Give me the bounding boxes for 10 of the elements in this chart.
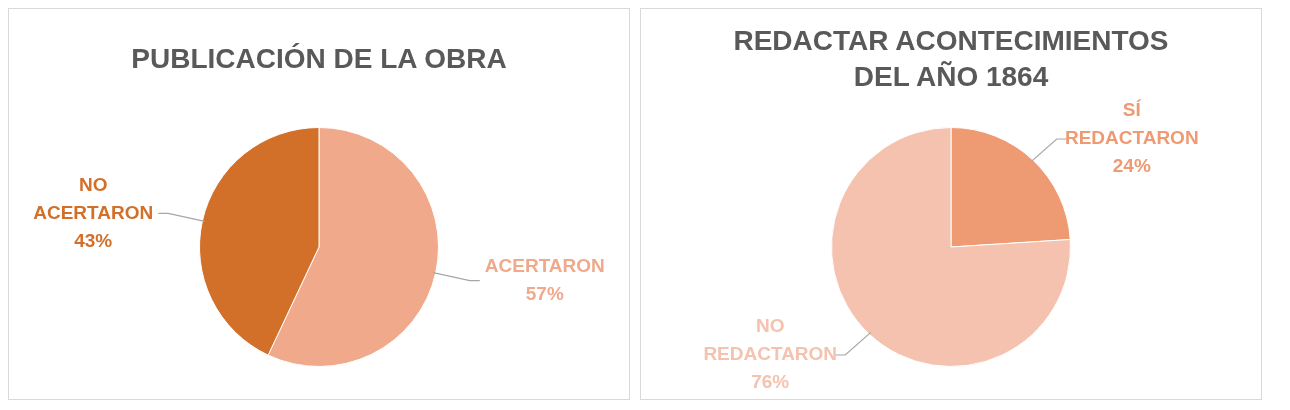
data-label: 76% — [751, 371, 790, 393]
slice-label: SÍ REDACTARON — [1064, 99, 1199, 149]
data-label: 43% — [74, 229, 113, 251]
data-label: 24% — [1112, 155, 1151, 177]
chart-title: PUBLICACIÓN DE LA OBRA — [130, 42, 508, 76]
slice-label: NO ACERTARON — [33, 173, 154, 223]
slice-label: NO REDACTARON — [703, 315, 838, 365]
slice-label: ACERTARON — [484, 254, 605, 276]
chart-title: REDACTAR ACONTECIMIENTOS DEL AÑO 1864 — [732, 24, 1170, 94]
data-label: 57% — [525, 282, 564, 304]
